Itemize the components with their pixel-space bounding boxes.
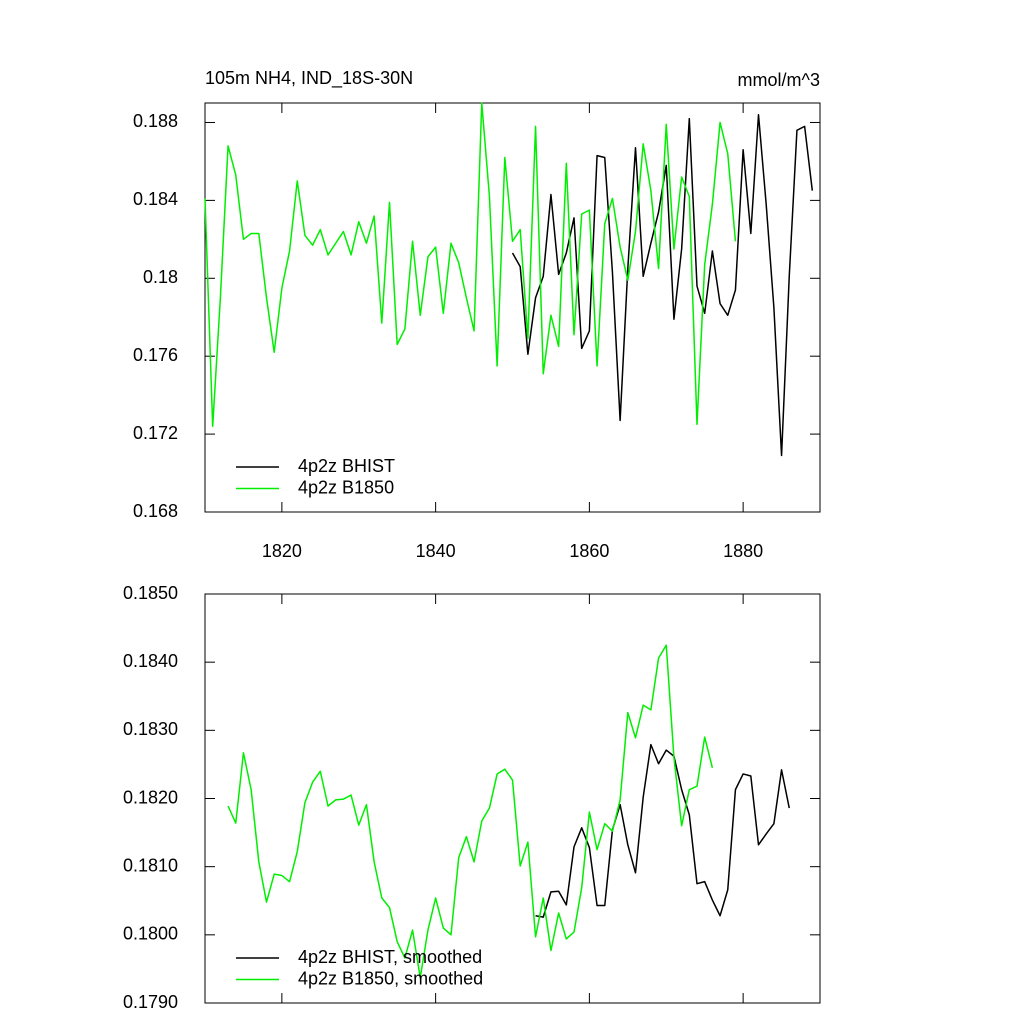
y-tick-label: 0.176 [133, 345, 178, 365]
x-tick-label: 1840 [416, 541, 456, 561]
y-tick-label: 0.168 [133, 501, 178, 521]
y-tick-label: 0.1820 [123, 787, 178, 807]
plot-frame [204, 593, 821, 1004]
y-tick-label: 0.188 [133, 111, 178, 131]
series-line [204, 102, 737, 428]
y-tick-label: 0.1830 [123, 719, 178, 739]
series-line [227, 644, 714, 979]
y-tick-label: 0.1840 [123, 651, 178, 671]
y-tick-label: 0.1850 [123, 583, 178, 603]
legend-label: 4p2z BHIST [298, 456, 395, 476]
y-tick-label: 0.1800 [123, 924, 178, 944]
x-tick-label: 1860 [569, 541, 609, 561]
y-tick-label: 0.184 [133, 189, 178, 209]
legend-label: 4p2z B1850, smoothed [298, 968, 483, 988]
y-tick-label: 0.1790 [123, 992, 178, 1012]
y-tick-label: 0.1810 [123, 855, 178, 875]
y-tick-label: 0.18 [143, 267, 178, 287]
legend-label: 4p2z B1850 [298, 477, 394, 497]
chart-units: mmol/m^3 [738, 70, 820, 90]
plot-frame [204, 102, 821, 513]
series-line [511, 113, 814, 457]
series-line [535, 743, 790, 918]
x-tick-label: 1880 [723, 541, 763, 561]
x-tick-label: 1820 [262, 541, 302, 561]
chart-title: 105m NH4, IND_18S-30N [205, 68, 413, 89]
legend-label: 4p2z BHIST, smoothed [298, 947, 482, 967]
y-tick-label: 0.172 [133, 423, 178, 443]
